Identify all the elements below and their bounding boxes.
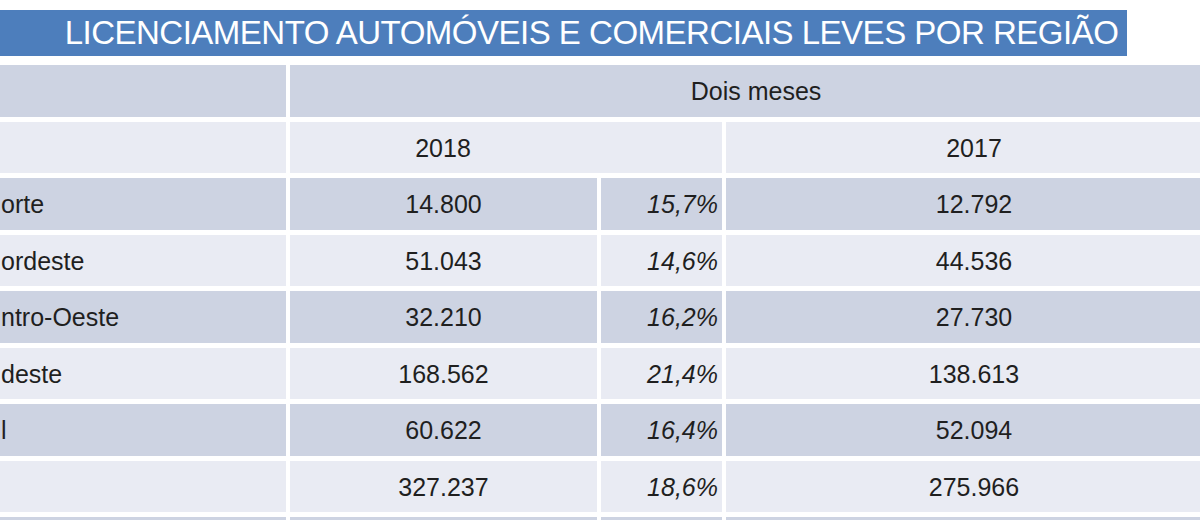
period-header-label: Dois meses — [691, 77, 822, 106]
region-cell-centro-oeste: ntro-Oeste — [0, 291, 286, 343]
value-2017-nordeste: 44.536 — [726, 235, 1200, 287]
value-2018-sul: 60.622 — [290, 404, 597, 456]
value-2017-sudeste: 138.613 — [726, 348, 1200, 400]
value-2018-norte: 14.800 — [290, 178, 597, 230]
region-licensing-table: Dois meses 2018 2017 orte 14.800 15,7% 1… — [0, 65, 1200, 520]
year-2017-header-cell: 2017 — [726, 122, 1200, 174]
value-2017-norte: 12.792 — [726, 178, 1200, 230]
period-header-cell: Dois meses — [290, 65, 1200, 117]
value-2017-total: 275.966 — [726, 461, 1200, 513]
region-header-cell — [0, 122, 286, 174]
pct-change-total: 18,6% — [601, 461, 722, 513]
pct-change-nordeste: 14,6% — [601, 235, 722, 287]
year-2018-header-cell: 2018 — [290, 122, 722, 174]
pct-change-norte: 15,7% — [601, 178, 722, 230]
value-2018-total: 327.237 — [290, 461, 597, 513]
year-2018-label: 2018 — [415, 134, 471, 163]
region-cell-norte: orte — [0, 178, 286, 230]
region-cell-sul: l — [0, 404, 286, 456]
region-cell-sudeste: deste — [0, 348, 286, 400]
value-2018-centro-oeste: 32.210 — [290, 291, 597, 343]
value-2018-sudeste: 168.562 — [290, 348, 597, 400]
region-cell-nordeste: ordeste — [0, 235, 286, 287]
pct-change-centro-oeste: 16,2% — [601, 291, 722, 343]
pct-change-sul: 16,4% — [601, 404, 722, 456]
year-2017-label: 2017 — [946, 134, 1002, 163]
table-title-bar: LICENCIAMENTO AUTOMÓVEIS E COMERCIAIS LE… — [0, 10, 1127, 56]
pct-change-sudeste: 21,4% — [601, 348, 722, 400]
region-cell-total — [0, 461, 286, 513]
value-2017-sul: 52.094 — [726, 404, 1200, 456]
table-title: LICENCIAMENTO AUTOMÓVEIS E COMERCIAIS LE… — [65, 14, 1119, 52]
table-screenshot: LICENCIAMENTO AUTOMÓVEIS E COMERCIAIS LE… — [0, 0, 1200, 520]
value-2018-nordeste: 51.043 — [290, 235, 597, 287]
value-2017-centro-oeste: 27.730 — [726, 291, 1200, 343]
corner-cell — [0, 65, 286, 117]
